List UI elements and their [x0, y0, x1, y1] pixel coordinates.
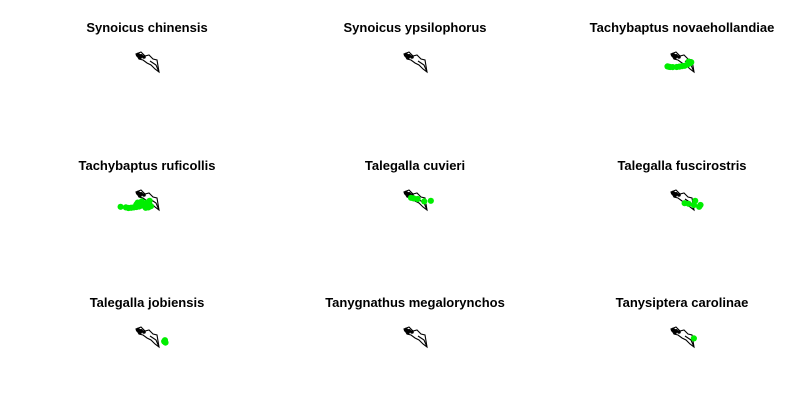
panel: Tanysiptera carolinae: [616, 295, 749, 349]
region-outline: [403, 326, 428, 349]
data-point: [692, 197, 699, 204]
panel: Tachybaptus novaehollandiae: [590, 20, 775, 74]
data-point: [685, 200, 692, 207]
outline-blob: [406, 331, 410, 335]
outline-blob: [410, 55, 414, 59]
points-group: [664, 58, 695, 71]
panel-title: Tachybaptus novaehollandiae: [590, 20, 775, 35]
panel-title: Talegalla fuscirostris: [617, 158, 746, 173]
outline-path: [149, 60, 160, 73]
outline-path: [417, 60, 428, 73]
region-outline: [135, 326, 160, 349]
panel-title: Synoicus chinensis: [86, 20, 207, 35]
outline-blob: [406, 56, 410, 60]
panel: Talegalla fuscirostris: [617, 158, 747, 212]
outline-blob: [673, 331, 677, 335]
data-point: [142, 204, 149, 211]
outline-blob: [142, 193, 146, 197]
points-group: [681, 197, 704, 210]
outline-path: [684, 335, 695, 348]
outline-path: [149, 335, 160, 348]
outline-blob: [138, 331, 142, 335]
data-point: [133, 201, 140, 208]
panel: Talegalla cuvieri: [365, 158, 465, 212]
panel-title: Tachybaptus ruficollis: [78, 158, 215, 173]
data-point: [690, 335, 697, 342]
outline-blob: [138, 194, 142, 198]
data-point: [697, 201, 704, 209]
outline-blob: [677, 193, 681, 197]
points-group: [161, 337, 169, 346]
outline-blob: [410, 330, 414, 334]
data-point: [427, 197, 434, 204]
outline-blob: [677, 55, 681, 59]
panel-title: Talegalla jobiensis: [90, 295, 205, 310]
region-outline: [670, 326, 695, 349]
outline-blob: [673, 194, 677, 198]
panel: Synoicus chinensis: [86, 20, 208, 74]
panel: Tanygnathus megalorynchos: [325, 295, 505, 349]
panel-title: Talegalla cuvieri: [365, 158, 465, 173]
data-point: [146, 197, 153, 204]
points-group: [407, 194, 434, 205]
panel: Tachybaptus ruficollis: [78, 158, 216, 212]
outline-blob: [677, 330, 681, 334]
panel-title: Tanysiptera carolinae: [616, 295, 749, 310]
panel: Talegalla jobiensis: [90, 295, 205, 349]
panel: Synoicus ypsilophorus: [343, 20, 487, 74]
outline-blob: [142, 330, 146, 334]
data-point: [685, 58, 692, 65]
panel-title: Synoicus ypsilophorus: [343, 20, 486, 35]
region-outline: [135, 51, 160, 74]
outline-path: [417, 335, 428, 348]
panel-title: Tanygnathus megalorynchos: [325, 295, 505, 310]
outline-blob: [673, 56, 677, 60]
data-point: [414, 195, 421, 203]
data-point: [421, 198, 428, 205]
data-point: [161, 337, 169, 344]
region-outline: [403, 51, 428, 74]
points-group: [117, 197, 155, 212]
outline-blob: [138, 56, 142, 60]
points-group: [690, 335, 697, 342]
outline-blob: [142, 55, 146, 59]
data-point: [117, 203, 124, 210]
